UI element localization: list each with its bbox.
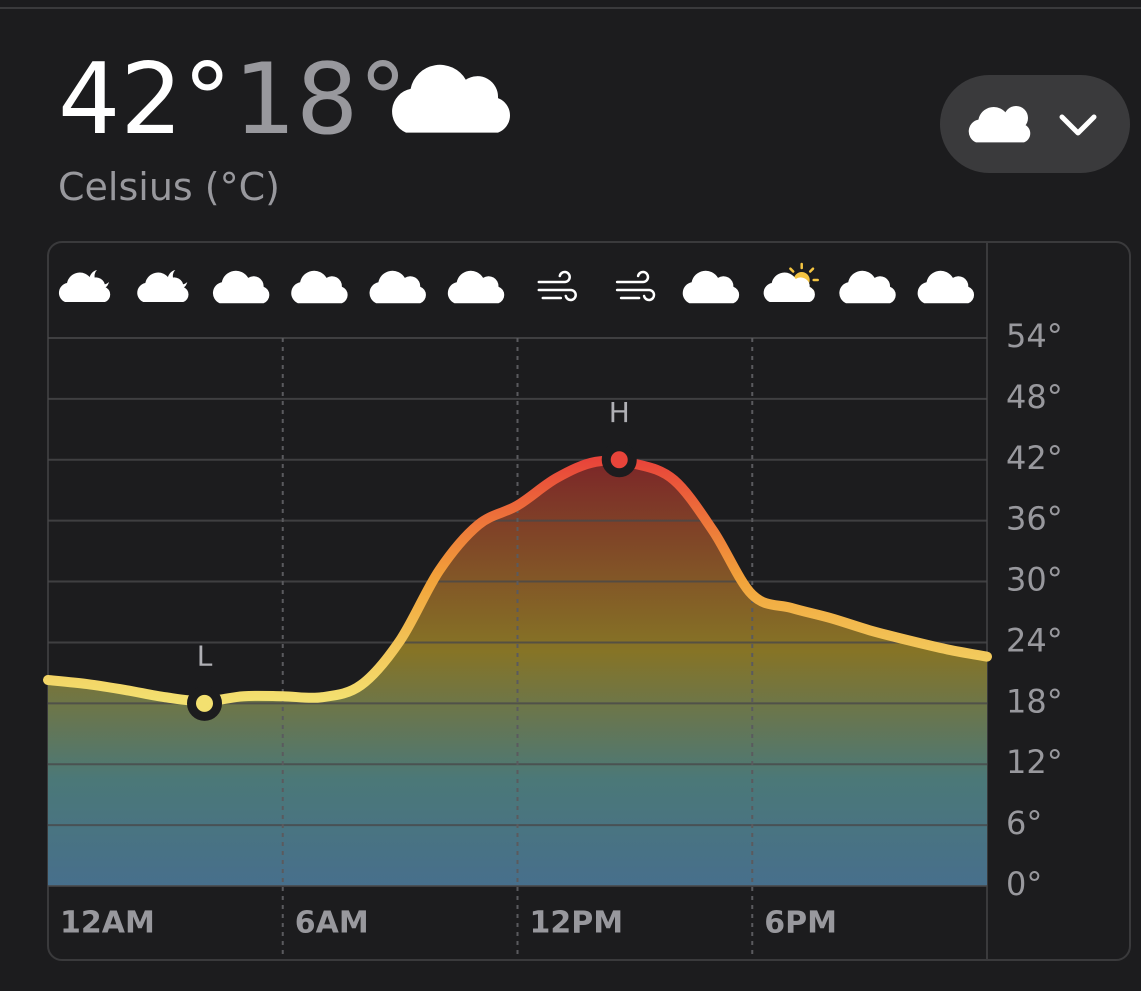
cloud bbox=[682, 270, 740, 304]
cloud bbox=[763, 272, 815, 302]
y-tick-label: 48° bbox=[1006, 378, 1063, 416]
low-temp: 18° bbox=[234, 43, 408, 157]
y-tick-label: 36° bbox=[1006, 500, 1063, 538]
cloud bbox=[212, 270, 270, 304]
cloud bbox=[447, 270, 505, 304]
cloud bbox=[392, 64, 510, 133]
cloud bbox=[968, 107, 1031, 143]
button-bg[interactable] bbox=[940, 75, 1130, 173]
cloud bbox=[137, 272, 189, 302]
high-temp: 42° bbox=[58, 43, 232, 157]
wind-icon bbox=[537, 270, 577, 302]
low-label: L bbox=[197, 639, 213, 672]
sun-ray bbox=[789, 267, 795, 273]
x-tick-label: 6PM bbox=[764, 906, 837, 941]
cloud bbox=[839, 270, 896, 304]
chart-frame bbox=[47, 241, 1131, 961]
y-tick-label: 42° bbox=[1006, 439, 1063, 477]
cloud bbox=[369, 270, 426, 304]
cloud bbox=[291, 270, 348, 304]
x-tick-label: 12AM bbox=[60, 906, 155, 941]
y-tick-label: 18° bbox=[1006, 682, 1063, 720]
cloud bbox=[58, 272, 111, 302]
chart: 0° 6° 12° 18° 24° 30° 36° 42° 48° 54° 12AM 6AM 12PM 6… bbox=[43, 317, 1063, 958]
x-tick-label: 12PM bbox=[530, 906, 624, 941]
condition-menu-button[interactable] bbox=[940, 75, 1130, 173]
y-tick-label: 6° bbox=[1006, 804, 1042, 842]
y-tick-label: 54° bbox=[1006, 317, 1063, 355]
y-tick-label: 30° bbox=[1006, 561, 1063, 599]
low-marker bbox=[187, 685, 222, 721]
chevron bbox=[1059, 114, 1097, 136]
high-label: H bbox=[609, 396, 630, 429]
button-icon bbox=[968, 106, 1031, 143]
cloud bbox=[917, 270, 975, 304]
y-tick-label: 24° bbox=[1006, 621, 1063, 659]
hourly-icons bbox=[58, 262, 975, 304]
y-tick-label: 12° bbox=[1006, 743, 1063, 781]
wind-icon bbox=[615, 270, 656, 302]
x-tick-label: 6AM bbox=[295, 906, 369, 941]
condition-icon bbox=[392, 64, 510, 133]
sun-ray bbox=[808, 267, 815, 273]
y-tick-label: 0° bbox=[1006, 865, 1042, 903]
high-marker bbox=[601, 442, 637, 478]
unit-label: Celsius (°C) bbox=[58, 165, 280, 209]
